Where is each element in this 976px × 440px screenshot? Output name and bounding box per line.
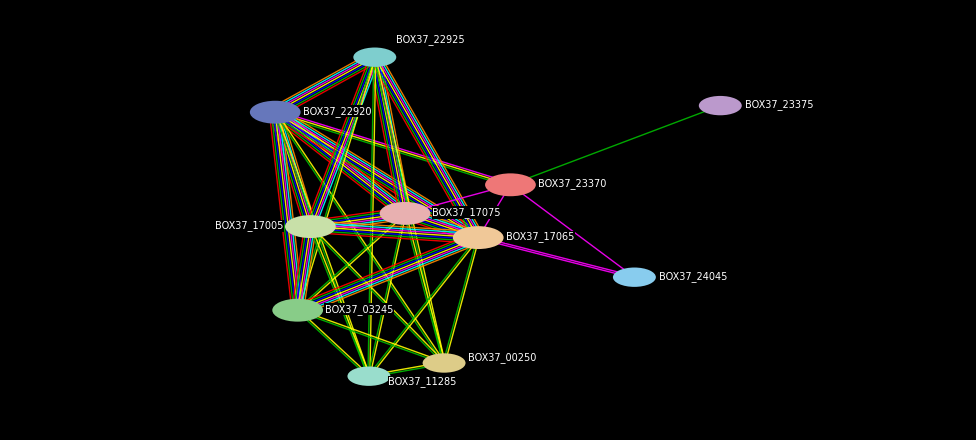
Text: BOX37_23370: BOX37_23370 [538, 179, 606, 189]
Circle shape [453, 226, 504, 249]
Text: BOX37_00250: BOX37_00250 [468, 352, 537, 363]
Circle shape [272, 299, 323, 322]
Circle shape [250, 101, 301, 124]
Circle shape [380, 202, 430, 225]
Circle shape [347, 367, 390, 386]
Circle shape [353, 48, 396, 67]
Text: BOX37_22920: BOX37_22920 [303, 106, 371, 117]
Text: BOX37_17005: BOX37_17005 [215, 220, 283, 231]
Circle shape [613, 268, 656, 287]
Circle shape [285, 215, 336, 238]
Circle shape [423, 353, 466, 373]
Text: BOX37_03245: BOX37_03245 [325, 304, 393, 315]
Text: BOX37_11285: BOX37_11285 [388, 376, 457, 387]
Circle shape [485, 173, 536, 196]
Text: BOX37_17065: BOX37_17065 [506, 231, 574, 242]
Text: BOX37_17075: BOX37_17075 [432, 207, 501, 218]
Text: BOX37_24045: BOX37_24045 [659, 271, 727, 282]
Text: BOX37_22925: BOX37_22925 [396, 34, 465, 45]
Text: BOX37_23375: BOX37_23375 [745, 99, 813, 110]
Circle shape [699, 96, 742, 115]
